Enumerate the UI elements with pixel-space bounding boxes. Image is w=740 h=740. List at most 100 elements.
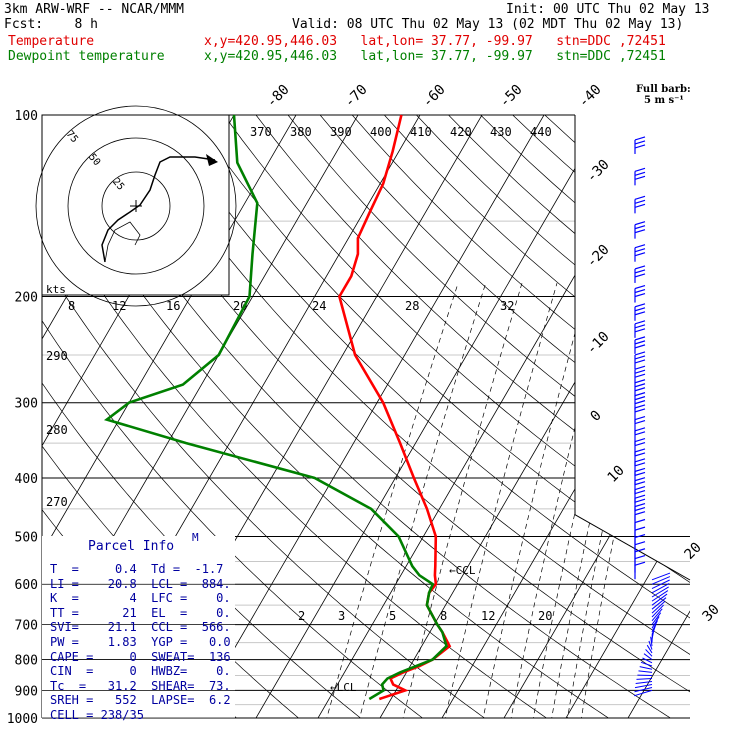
pressure-tick-label: 800 bbox=[15, 654, 38, 669]
skew-temp-label: -80 bbox=[264, 82, 293, 111]
wind-barb-flag bbox=[634, 136, 646, 141]
wind-barbs bbox=[634, 136, 671, 697]
hodograph-arrow bbox=[206, 154, 218, 166]
isotherm-line bbox=[248, 115, 615, 718]
mixing-ratio-label: 5 bbox=[389, 609, 396, 623]
wind-barb bbox=[650, 636, 653, 647]
wind-barb-flag bbox=[634, 320, 646, 325]
wind-barb-flag bbox=[634, 448, 646, 453]
wind-barb-flag bbox=[634, 392, 646, 397]
wind-barb bbox=[634, 689, 653, 697]
theta-left-label: 270 bbox=[46, 495, 68, 509]
theta-left-label: 280 bbox=[46, 423, 68, 437]
chart-frame bbox=[41, 114, 691, 719]
mixing-ratio-line bbox=[508, 283, 612, 718]
dewpoint-location: x,y=420.95,446.03 lat,lon= 37.77, -99.97… bbox=[204, 49, 666, 64]
isotherm-line bbox=[682, 115, 690, 718]
temperature-legend: Temperature bbox=[8, 34, 95, 49]
right-axis-skew bbox=[574, 514, 691, 581]
mixing-ratio-label: 24 bbox=[312, 299, 326, 313]
isotherm-line bbox=[310, 115, 677, 718]
wind-barb-flag bbox=[634, 248, 646, 253]
wind-barb bbox=[634, 686, 653, 693]
wind-barb-flag bbox=[634, 225, 646, 230]
wind-barb-flag bbox=[634, 328, 646, 333]
hodograph-box bbox=[41, 114, 230, 296]
wind-barb-flag bbox=[634, 506, 646, 512]
mixing-ratio-label: 12 bbox=[112, 299, 126, 313]
hodograph-ring bbox=[35, 105, 237, 307]
skew-temp-label: 30 bbox=[700, 602, 723, 625]
parcel-row: K = 4 LFC = 0. bbox=[50, 591, 231, 606]
wind-barb-flag bbox=[634, 400, 646, 405]
wind-barb-flag bbox=[634, 324, 646, 329]
dry-adiabat bbox=[127, 115, 690, 718]
wind-barb bbox=[651, 593, 668, 606]
mixing-ratio-label: 16 bbox=[166, 299, 180, 313]
m-marker: M bbox=[192, 531, 199, 544]
wind-barb-flag bbox=[634, 355, 646, 360]
theta-left-label: 290 bbox=[46, 349, 68, 363]
wind-barb bbox=[634, 684, 653, 689]
wind-barb-flag bbox=[634, 292, 646, 298]
theta-label: 410 bbox=[410, 125, 432, 139]
wind-barb-flag bbox=[634, 561, 646, 566]
mixing-ratio-label: 3 bbox=[338, 609, 345, 623]
parcel-row: SREH = 552 LAPSE= 6.2 bbox=[50, 693, 231, 708]
mixing-ratio-label: 32 bbox=[500, 299, 514, 313]
parcel-row: CAPE = 0 SWEAT= 136 bbox=[50, 649, 231, 664]
isotherm-line bbox=[496, 115, 690, 718]
pressure-tick-label: 500 bbox=[15, 530, 38, 545]
wind-barb-flag bbox=[634, 526, 646, 531]
dry-adiabat bbox=[42, 115, 629, 718]
hodograph-trace bbox=[101, 156, 216, 263]
hodograph-ring bbox=[101, 171, 171, 241]
ccl-marker: ←CCL bbox=[449, 564, 476, 577]
wind-barb-flag bbox=[634, 404, 646, 409]
mixing-ratio-label: 8 bbox=[440, 609, 447, 623]
wind-barb bbox=[651, 597, 667, 610]
wind-barb-flag bbox=[634, 494, 646, 499]
wind-barb-flag bbox=[634, 452, 646, 457]
mixing-ratio-label: 8 bbox=[68, 299, 75, 313]
dry-adiabat bbox=[255, 115, 690, 718]
mixing-ratio-line bbox=[530, 283, 631, 718]
barb-scale-label: Full barb: bbox=[636, 84, 691, 95]
wind-barb-flag bbox=[634, 369, 646, 374]
pressure-tick-label: 900 bbox=[15, 684, 38, 699]
dry-adiabat bbox=[159, 115, 690, 718]
skew-temp-label: -50 bbox=[497, 82, 526, 111]
wind-barb-flag bbox=[634, 477, 646, 482]
theta-label: 400 bbox=[370, 125, 392, 139]
dry-adiabat bbox=[191, 115, 690, 718]
wind-barb bbox=[651, 600, 666, 614]
wind-barb-flag bbox=[634, 252, 646, 257]
dry-adiabat bbox=[512, 115, 690, 718]
wind-barb bbox=[645, 649, 653, 657]
wind-barb-flag bbox=[634, 221, 646, 226]
wind-barb-flag bbox=[634, 489, 646, 495]
wind-barb-flag bbox=[634, 431, 646, 436]
wind-barb-flag bbox=[634, 502, 646, 508]
wind-barb bbox=[642, 657, 653, 664]
wind-barb-flag bbox=[634, 467, 646, 472]
wind-barb bbox=[639, 666, 653, 670]
wind-barb bbox=[651, 604, 664, 618]
parcel-row: CIN = 0 HWBZ= 0. bbox=[50, 664, 231, 679]
skew-temp-label: -70 bbox=[342, 82, 371, 111]
wind-barb-flag bbox=[634, 541, 646, 546]
isotherm-line bbox=[42, 115, 305, 718]
wind-barb bbox=[638, 670, 653, 673]
wind-barb-flag bbox=[634, 518, 646, 524]
skew-temp-label: -10 bbox=[584, 329, 613, 358]
dry-adiabat bbox=[42, 115, 566, 718]
wind-barb bbox=[635, 681, 653, 685]
skew-temp-label: 0 bbox=[588, 408, 605, 425]
mixing-ratio-line bbox=[579, 283, 670, 718]
wind-barb-flag bbox=[634, 437, 646, 443]
wind-barb-flag bbox=[634, 307, 646, 312]
wind-barb-flag bbox=[634, 462, 646, 467]
wind-barb bbox=[651, 576, 671, 585]
